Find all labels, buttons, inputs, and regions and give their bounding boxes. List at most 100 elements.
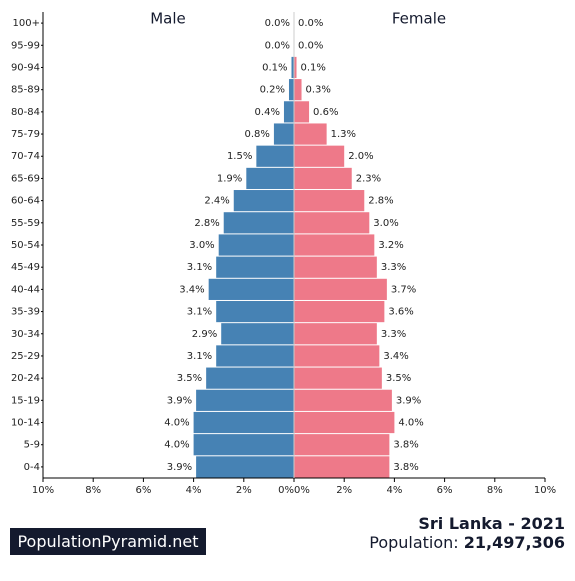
age-label-100+: 100+ xyxy=(13,18,40,29)
female-value-40-44: 3.7% xyxy=(391,284,416,295)
age-label-25-29: 25-29 xyxy=(11,351,40,362)
male-bar-0-4 xyxy=(196,456,294,478)
male-value-25-29: 3.1% xyxy=(187,351,212,362)
x-tick-label-4: 2% xyxy=(236,485,252,496)
x-tick-label-6: 0% xyxy=(294,485,310,496)
female-bar-15-19 xyxy=(294,389,392,411)
female-bar-5-9 xyxy=(294,434,390,456)
male-bar-15-19 xyxy=(196,389,294,411)
female-value-5-9: 3.8% xyxy=(393,440,418,451)
male-value-70-74: 1.5% xyxy=(227,151,252,162)
population-label: Population: xyxy=(369,533,464,552)
female-bar-75-79 xyxy=(294,123,327,145)
x-tick-label-2: 6% xyxy=(135,485,151,496)
female-bar-50-54 xyxy=(294,234,375,256)
male-bar-75-79 xyxy=(273,123,294,145)
male-bar-60-64 xyxy=(233,190,294,212)
age-label-40-44: 40-44 xyxy=(11,284,40,295)
male-value-15-19: 3.9% xyxy=(167,395,192,406)
female-bar-85-89 xyxy=(294,79,302,101)
female-value-90-94: 0.1% xyxy=(301,62,326,73)
female-bar-65-69 xyxy=(294,167,352,190)
female-value-0-4: 3.8% xyxy=(393,462,418,473)
age-label-50-54: 50-54 xyxy=(11,240,40,251)
x-tick-label-11: 10% xyxy=(534,485,556,496)
female-value-70-74: 2.0% xyxy=(348,151,373,162)
male-value-30-34: 2.9% xyxy=(192,329,217,340)
age-label-15-19: 15-19 xyxy=(11,395,40,406)
male-bar-65-69 xyxy=(246,167,294,190)
age-label-90-94: 90-94 xyxy=(11,62,40,73)
female-value-25-29: 3.4% xyxy=(383,351,408,362)
male-value-50-54: 3.0% xyxy=(189,240,214,251)
x-tick-label-0: 10% xyxy=(32,485,54,496)
male-bar-90-94 xyxy=(291,56,294,79)
female-bar-70-74 xyxy=(294,145,345,167)
female-bar-25-29 xyxy=(294,345,380,367)
female-value-100+: 0.0% xyxy=(298,18,323,29)
x-tick-label-3: 4% xyxy=(186,485,202,496)
age-label-80-84: 80-84 xyxy=(11,107,40,118)
x-tick-label-10: 8% xyxy=(487,485,503,496)
female-value-45-49: 3.3% xyxy=(381,262,406,273)
male-value-45-49: 3.1% xyxy=(187,262,212,273)
female-bar-10-14 xyxy=(294,411,395,434)
x-tick-label-5: 0% xyxy=(278,485,294,496)
female-value-10-14: 4.0% xyxy=(398,418,423,429)
age-label-20-24: 20-24 xyxy=(11,373,40,384)
male-bar-20-24 xyxy=(206,367,294,389)
male-value-100+: 0.0% xyxy=(265,18,290,29)
female-value-20-24: 3.5% xyxy=(386,373,411,384)
male-value-80-84: 0.4% xyxy=(255,107,280,118)
male-bar-55-59 xyxy=(223,212,294,234)
age-label-45-49: 45-49 xyxy=(11,262,40,273)
male-value-5-9: 4.0% xyxy=(164,440,189,451)
x-tick-label-9: 6% xyxy=(437,485,453,496)
female-bar-55-59 xyxy=(294,212,370,234)
female-value-95-99: 0.0% xyxy=(298,40,323,51)
age-label-60-64: 60-64 xyxy=(11,196,40,207)
male-value-35-39: 3.1% xyxy=(187,307,212,318)
male-bar-25-29 xyxy=(216,345,294,367)
male-bar-50-54 xyxy=(218,234,294,256)
male-bar-40-44 xyxy=(208,278,294,300)
female-value-15-19: 3.9% xyxy=(396,395,421,406)
male-bar-35-39 xyxy=(216,300,294,323)
age-label-0-4: 0-4 xyxy=(24,462,40,473)
male-bar-70-74 xyxy=(256,145,294,167)
female-bar-60-64 xyxy=(294,190,365,212)
age-label-30-34: 30-34 xyxy=(11,329,40,340)
female-value-85-89: 0.3% xyxy=(306,85,331,96)
population-total: Population: 21,497,306 xyxy=(369,533,565,552)
male-heading: Male xyxy=(150,10,186,28)
female-heading: Female xyxy=(392,10,446,28)
age-label-35-39: 35-39 xyxy=(11,307,40,318)
age-label-5-9: 5-9 xyxy=(24,440,40,451)
female-bar-30-34 xyxy=(294,323,377,345)
age-label-10-14: 10-14 xyxy=(11,418,40,429)
male-bar-45-49 xyxy=(216,256,294,278)
x-tick-label-1: 8% xyxy=(85,485,101,496)
male-bar-5-9 xyxy=(193,434,294,456)
male-value-0-4: 3.9% xyxy=(167,462,192,473)
male-value-65-69: 1.9% xyxy=(217,173,242,184)
female-bar-80-84 xyxy=(294,101,310,123)
male-value-40-44: 3.4% xyxy=(179,284,204,295)
age-label-85-89: 85-89 xyxy=(11,85,40,96)
site-logo[interactable]: PopulationPyramid.net xyxy=(10,528,206,555)
male-value-60-64: 2.4% xyxy=(204,196,229,207)
male-value-55-59: 2.8% xyxy=(194,218,219,229)
population-pyramid-chart: Male Female 100+ 0.0% 0.0% 95-99 0.0% 0.0% 90-94… xyxy=(11,10,556,497)
x-tick-label-8: 4% xyxy=(386,485,402,496)
age-label-70-74: 70-74 xyxy=(11,151,40,162)
chart-country-year: Sri Lanka - 2021 xyxy=(418,514,565,533)
age-label-65-69: 65-69 xyxy=(11,173,40,184)
male-value-20-24: 3.5% xyxy=(177,373,202,384)
female-bar-35-39 xyxy=(294,300,385,323)
male-bar-85-89 xyxy=(288,79,294,101)
female-value-30-34: 3.3% xyxy=(381,329,406,340)
male-bar-80-84 xyxy=(283,101,294,123)
female-value-80-84: 0.6% xyxy=(313,107,338,118)
female-bar-0-4 xyxy=(294,456,390,478)
male-value-85-89: 0.2% xyxy=(260,85,285,96)
